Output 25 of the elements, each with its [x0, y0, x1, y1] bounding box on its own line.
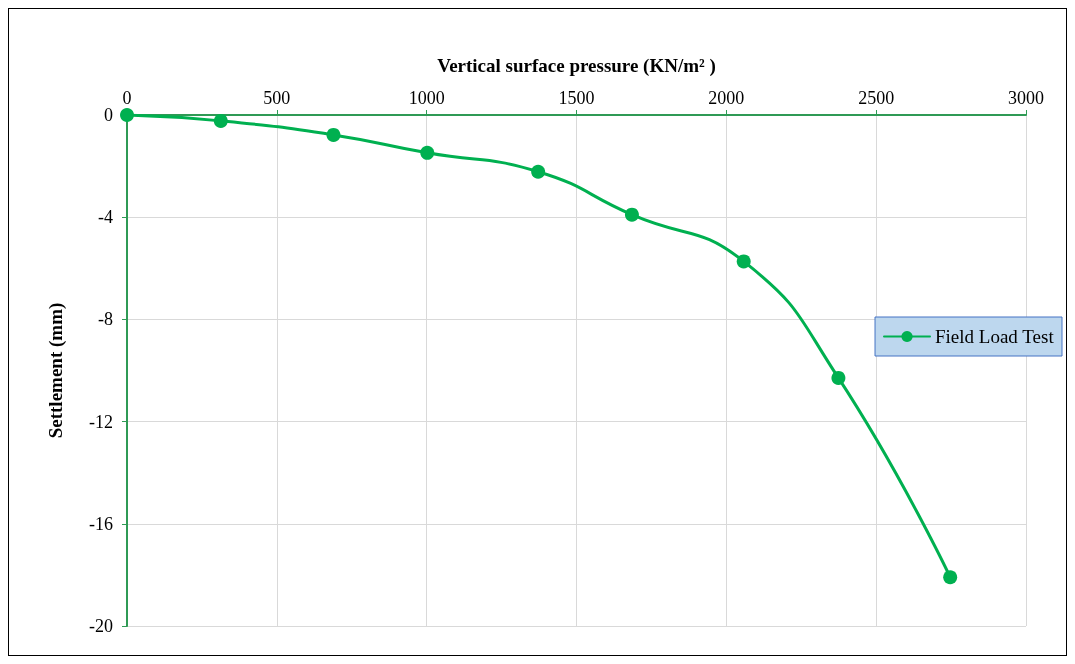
x-tick-label: 0	[122, 88, 132, 108]
y-axis-title: Settlement (mm)	[45, 302, 67, 439]
x-tick-label: 3000	[1008, 88, 1044, 108]
point	[831, 370, 846, 385]
y-tick-label: -20	[89, 616, 113, 636]
legend-label: Field Load Test	[935, 326, 1055, 347]
x-tick-label: 500	[263, 88, 291, 108]
x-tick-label: 1500	[558, 88, 595, 108]
y-tick-label: -4	[98, 207, 113, 228]
point	[531, 164, 546, 179]
point	[624, 207, 639, 222]
point	[120, 108, 134, 122]
point	[943, 570, 958, 585]
y-tick-label: 0	[104, 105, 113, 125]
x-axis-title: Vertical surface pressure (KN/m² )	[437, 55, 716, 77]
y-tick-label: -8	[98, 309, 113, 330]
point	[213, 113, 228, 128]
y-tick-label: -12	[89, 411, 113, 432]
y-tick-label: -16	[89, 513, 113, 534]
x-tick-label: 2500	[858, 88, 895, 108]
x-tick-label: 2000	[708, 88, 745, 108]
x-tick-label: 1000	[408, 88, 445, 108]
point	[420, 145, 435, 160]
point	[736, 254, 751, 269]
point	[326, 127, 341, 142]
